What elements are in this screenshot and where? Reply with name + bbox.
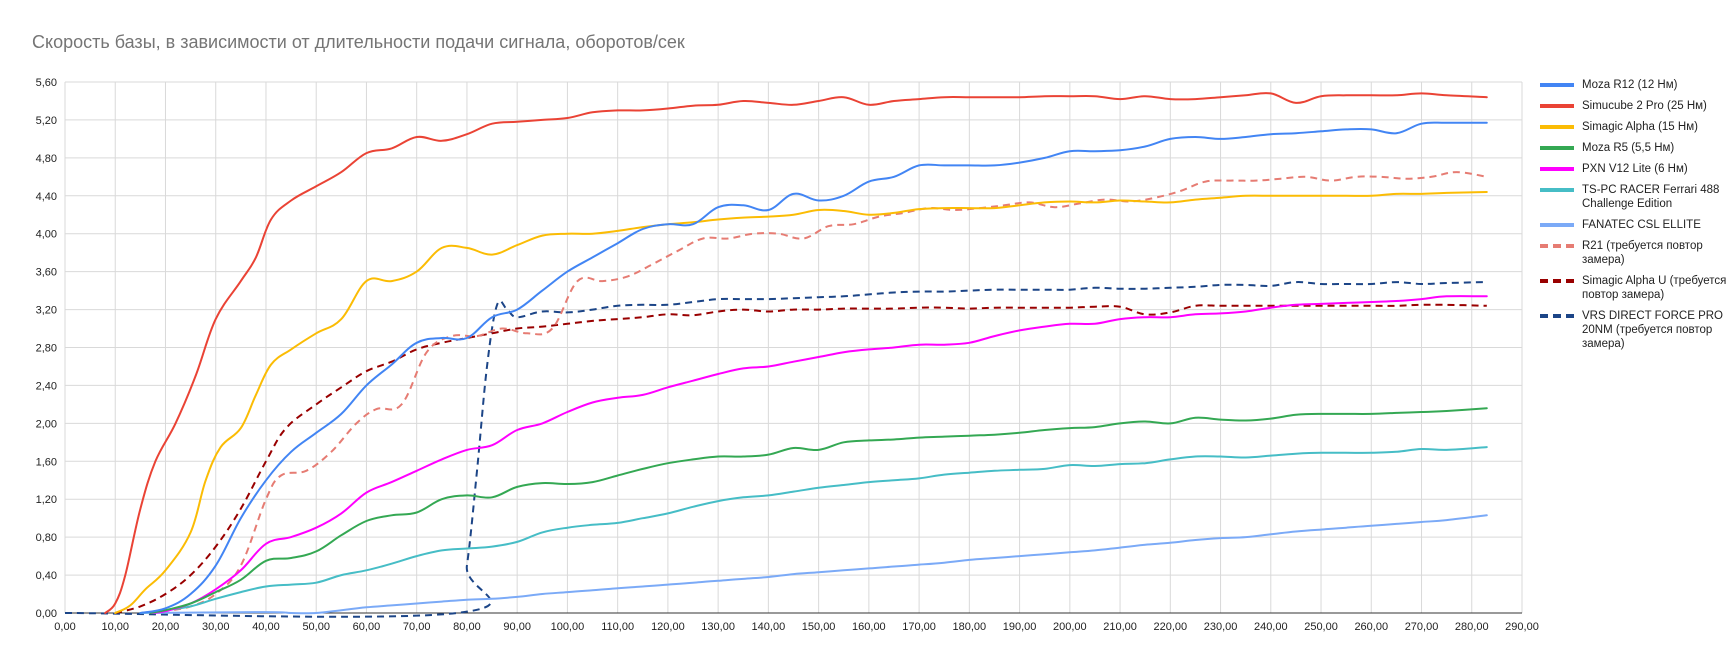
series-line-9 xyxy=(64,281,1487,618)
x-tick-label: 150,00 xyxy=(802,621,836,633)
series-layer xyxy=(64,92,1488,618)
legend-swatch xyxy=(1540,167,1574,171)
y-tick-label: 0,40 xyxy=(36,570,57,582)
x-tick-label: 130,00 xyxy=(701,621,735,633)
series-line-2 xyxy=(114,191,1488,614)
legend-swatch xyxy=(1540,279,1574,283)
legend-swatch xyxy=(1540,244,1574,248)
legend-swatch xyxy=(1540,83,1574,87)
y-tick-label: 5,60 xyxy=(36,77,57,89)
x-tick-label: 190,00 xyxy=(1003,621,1037,633)
x-tick-label: 60,00 xyxy=(353,621,381,633)
y-tick-label: 1,20 xyxy=(36,494,57,506)
x-tick-label: 20,00 xyxy=(152,621,180,633)
x-tick-label: 220,00 xyxy=(1153,621,1187,633)
axis-labels: 0,00 10,00 20,00 30,00 40,00 50,00 60,00 70,00 8… xyxy=(36,77,1539,633)
series-line-4 xyxy=(149,295,1488,614)
x-tick-label: 120,00 xyxy=(651,621,685,633)
legend-label: PXN V12 Lite (6 Нм) xyxy=(1582,163,1688,175)
x-tick-label: 170,00 xyxy=(902,621,936,633)
legend-label: Moza R12 (12 Нм) xyxy=(1582,79,1678,91)
legend-item: Moza R5 (5,5 Нм) xyxy=(1540,141,1730,155)
x-tick-label: 140,00 xyxy=(752,621,786,633)
y-tick-label: 5,20 xyxy=(36,115,57,127)
y-tick-label: 3,20 xyxy=(36,305,57,317)
series-line-6 xyxy=(139,514,1488,615)
legend-item: R21 (требуется повтор замера) xyxy=(1540,239,1730,267)
x-tick-label: 100,00 xyxy=(551,621,585,633)
x-tick-label: 160,00 xyxy=(852,621,886,633)
series-line-8 xyxy=(114,303,1487,614)
series-line-1 xyxy=(104,92,1488,614)
y-tick-label: 2,00 xyxy=(36,418,57,430)
x-tick-label: 290,00 xyxy=(1505,621,1539,633)
y-tick-label: 2,40 xyxy=(36,380,57,392)
legend-label: Simagic Alpha U (требуется повтор замера… xyxy=(1582,275,1727,301)
x-tick-label: 110,00 xyxy=(601,621,634,633)
legend-item: Simagic Alpha U (требуется повтор замера… xyxy=(1540,274,1730,302)
x-tick-label: 210,00 xyxy=(1103,621,1137,633)
legend-item: Simagic Alpha (15 Нм) xyxy=(1540,120,1730,134)
x-tick-label: 70,00 xyxy=(403,621,431,633)
legend-item: PXN V12 Lite (6 Нм) xyxy=(1540,162,1730,176)
legend-label: FANATEC CSL ELLITE xyxy=(1582,219,1701,231)
legend-label: R21 (требуется повтор замера) xyxy=(1582,240,1703,266)
legend-label: VRS DIRECT FORCE PRO 20NM (требуется пов… xyxy=(1582,310,1723,350)
legend-swatch xyxy=(1540,146,1574,150)
x-tick-label: 230,00 xyxy=(1204,621,1238,633)
x-tick-label: 80,00 xyxy=(453,621,481,633)
series-line-0 xyxy=(139,121,1488,614)
x-tick-label: 250,00 xyxy=(1304,621,1338,633)
x-tick-label: 10,00 xyxy=(101,621,129,633)
y-tick-label: 0,00 xyxy=(36,608,57,620)
legend-item: FANATEC CSL ELLITE xyxy=(1540,218,1730,232)
y-tick-label: 3,60 xyxy=(36,267,57,279)
x-tick-label: 280,00 xyxy=(1455,621,1489,633)
x-tick-label: 90,00 xyxy=(503,621,531,633)
x-tick-label: 0,00 xyxy=(54,621,75,633)
chart-legend: Moza R12 (12 Нм) Simucube 2 Pro (25 Нм) Si… xyxy=(1540,78,1730,358)
legend-swatch xyxy=(1540,314,1574,318)
legend-label: Simagic Alpha (15 Нм) xyxy=(1582,121,1698,133)
legend-label: TS-PC RACER Ferrari 488 Challenge Editio… xyxy=(1582,184,1720,210)
legend-item: VRS DIRECT FORCE PRO 20NM (требуется пов… xyxy=(1540,309,1730,351)
y-tick-label: 0,80 xyxy=(36,532,57,544)
legend-label: Simucube 2 Pro (25 Нм) xyxy=(1582,100,1707,112)
x-tick-label: 260,00 xyxy=(1354,621,1388,633)
y-tick-label: 2,80 xyxy=(36,343,57,355)
legend-item: Moza R12 (12 Нм) xyxy=(1540,78,1730,92)
x-tick-label: 30,00 xyxy=(202,621,230,633)
series-line-5 xyxy=(139,446,1488,614)
legend-label: Moza R5 (5,5 Нм) xyxy=(1582,142,1675,154)
x-tick-label: 200,00 xyxy=(1053,621,1087,633)
x-tick-label: 40,00 xyxy=(252,621,280,633)
legend-swatch xyxy=(1540,188,1574,192)
legend-item: Simucube 2 Pro (25 Нм) xyxy=(1540,99,1730,113)
x-tick-label: 50,00 xyxy=(302,621,330,633)
y-tick-label: 1,60 xyxy=(36,456,57,468)
legend-swatch xyxy=(1540,125,1574,129)
y-tick-label: 4,80 xyxy=(36,153,57,165)
y-tick-label: 4,00 xyxy=(36,229,57,241)
series-line-3 xyxy=(149,407,1488,614)
chart-title: Скорость базы, в зависимости от длительн… xyxy=(32,32,685,52)
x-tick-label: 270,00 xyxy=(1405,621,1439,633)
legend-item: TS-PC RACER Ferrari 488 Challenge Editio… xyxy=(1540,183,1730,211)
x-tick-label: 240,00 xyxy=(1254,621,1288,633)
legend-swatch xyxy=(1540,104,1574,108)
grid-layer xyxy=(64,81,1523,614)
x-tick-label: 180,00 xyxy=(953,621,987,633)
y-tick-label: 4,40 xyxy=(36,191,57,203)
legend-swatch xyxy=(1540,223,1574,227)
series-line-7 xyxy=(150,171,1487,614)
